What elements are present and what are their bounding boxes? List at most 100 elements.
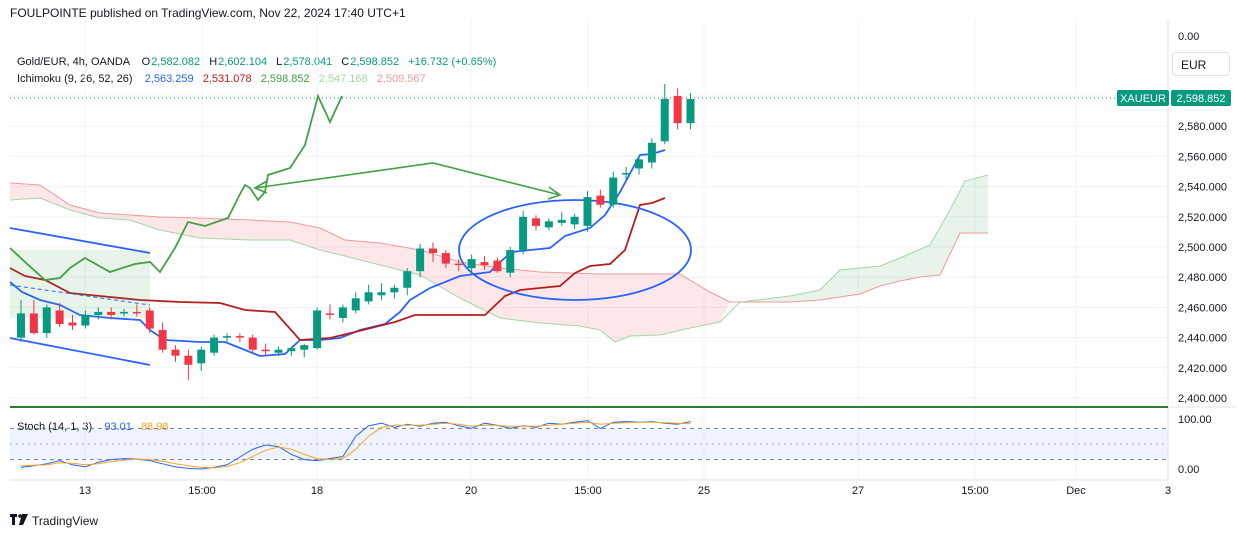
ichimoku-tenkan-value: 2,563.259: [144, 73, 194, 85]
candle-up: [609, 177, 618, 205]
candle-down: [107, 311, 116, 315]
x-tick-label: 15:00: [574, 485, 602, 497]
drawing-annotations: [9, 162, 692, 366]
tradingview-logo-icon: [10, 514, 28, 525]
candle-up: [364, 292, 373, 302]
x-tick-label: 27: [852, 485, 864, 497]
candle-up: [544, 221, 553, 228]
candles: [17, 83, 695, 380]
left-box-highlight: [10, 250, 150, 318]
stoch-d-line: [20, 421, 691, 469]
candle-down: [596, 195, 605, 205]
chikou-line: [9, 93, 343, 281]
candle-down: [493, 260, 502, 272]
x-tick-label: 18: [311, 485, 323, 497]
candle-down: [454, 263, 463, 266]
candle-up: [210, 337, 219, 353]
y-tick-label: 2,400.000: [1178, 393, 1227, 405]
price-badge: XAUEUR 2,598.852: [1117, 90, 1231, 106]
axes: 2,400.000 2,420.000 2,440.000 2,460.000 2,48…: [10, 20, 1236, 497]
low-value: 2,578.041: [283, 56, 333, 68]
candle-down: [441, 253, 450, 264]
candle-up: [647, 142, 656, 163]
candle-up: [467, 259, 476, 269]
y-tick-label: 2,540.000: [1178, 182, 1227, 194]
candle-up: [120, 311, 128, 314]
currency-button[interactable]: EUR: [1172, 52, 1230, 76]
candle-up: [274, 349, 283, 353]
candle-down: [171, 349, 180, 356]
kijun-line: [9, 197, 666, 341]
publisher-header: FOULPOINTE published on TradingView.com,…: [10, 6, 406, 20]
candle-down: [326, 313, 334, 315]
stoch-label[interactable]: Stoch (14, 1, 3): [17, 421, 93, 433]
ichimoku-lines: [9, 93, 1168, 357]
candle-down: [248, 337, 257, 350]
x-tick-label: 20: [465, 485, 477, 497]
price-badge-symbol-bg: [1117, 90, 1169, 106]
candle-down: [429, 248, 437, 254]
y-tick-label: 2,500.000: [1178, 242, 1227, 254]
ichimoku-kijun-value: 2,531.078: [202, 73, 252, 85]
ichimoku-legend: Ichimoku (9, 26, 52, 26) 2,563.259 2,531…: [17, 73, 432, 85]
candle-up: [223, 336, 231, 338]
highlight-ellipse: [458, 199, 692, 301]
x-tick-label: Dec: [1066, 485, 1086, 497]
x-tick-label: 13: [79, 485, 91, 497]
candle-up: [570, 216, 579, 225]
candle-up: [416, 248, 425, 272]
stoch-d-value: 88.98: [140, 421, 169, 433]
annotation-arrow-path: [254, 162, 561, 196]
y-tick-label: 2,440.000: [1178, 333, 1227, 345]
channel-upper-line: [9, 227, 151, 254]
candle-up: [557, 219, 566, 223]
candle-down: [235, 336, 244, 338]
candle-up: [390, 287, 399, 293]
y-tick-label: 2,580.000: [1178, 121, 1227, 133]
candle-up: [42, 307, 51, 334]
candle-down: [132, 311, 141, 314]
candle-up: [17, 313, 25, 338]
annotation-arrow-head-left: [253, 180, 268, 194]
candle-up: [583, 197, 592, 226]
x-tick-label: 3: [1165, 485, 1171, 497]
close-value: 2,598.852: [350, 56, 400, 68]
x-tick-label: 25: [698, 485, 710, 497]
candle-down: [158, 330, 167, 350]
symbol-legend: Gold/EUR, 4h, OANDA O2,582.082 H2,602.10…: [17, 56, 496, 68]
candle-down: [145, 310, 154, 329]
candle-up: [686, 99, 695, 124]
candle-down: [29, 313, 38, 334]
y-tick-label: 2,560.000: [1178, 151, 1227, 163]
candle-down: [55, 310, 64, 325]
price-badge-value: 2,598.852: [1177, 93, 1226, 105]
candle-down: [68, 322, 77, 326]
ichimoku-cloud: [9, 174, 989, 343]
stoch-tick-label: 100.00: [1178, 414, 1212, 426]
candle-up: [94, 311, 103, 315]
x-tick-label: 15:00: [961, 485, 989, 497]
candle-down: [184, 355, 193, 365]
price-badge-value-bg: [1171, 90, 1231, 106]
candle-up: [403, 271, 412, 288]
candle-up: [519, 216, 528, 251]
candle-up: [622, 173, 631, 175]
candle-up: [635, 159, 643, 169]
candle-down: [480, 262, 489, 266]
y-tick-label: 0.00: [1178, 31, 1199, 43]
candle-up: [338, 307, 347, 318]
symbol-name[interactable]: Gold/EUR, 4h, OANDA: [17, 56, 130, 68]
candle-up: [300, 345, 309, 350]
change-value: +16.732 (+0.65%): [408, 56, 497, 68]
candle-up: [377, 292, 386, 296]
candle-up: [313, 310, 322, 349]
stoch-k-value: 93.01: [104, 421, 132, 433]
ichimoku-label[interactable]: Ichimoku (9, 26, 52, 26): [17, 73, 133, 85]
candle-up: [287, 348, 296, 352]
x-tick-label: 15:00: [188, 485, 216, 497]
open-value: 2,582.082: [151, 56, 201, 68]
y-tick-label: 2,460.000: [1178, 302, 1227, 314]
ichimoku-span-a-value: 2,547.168: [318, 73, 368, 85]
candle-up: [660, 99, 669, 142]
